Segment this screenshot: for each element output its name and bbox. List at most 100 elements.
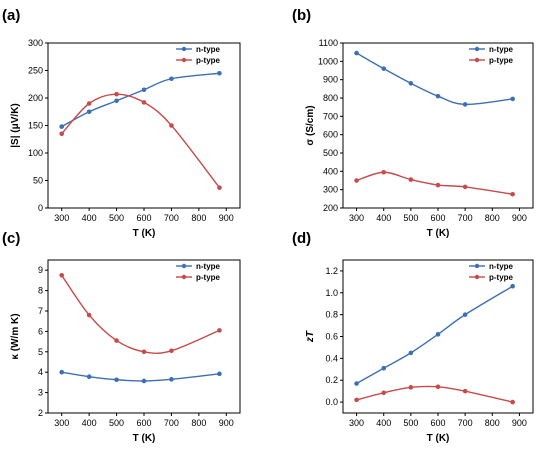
y-tick-label: 400 (323, 166, 338, 176)
y-tick-label: 5 (38, 347, 43, 357)
chart-panel-2: (b) 300 400 500 600 700 800 900 200 300 400 500 600 7… (292, 7, 534, 239)
data-point-p-type (217, 185, 222, 190)
y-tick-label: 500 (323, 148, 338, 158)
x-axis-label: T (K) (427, 433, 450, 444)
data-point-n-type (217, 371, 222, 377)
y-tick-label: 700 (323, 111, 338, 121)
legend-marker-n-type (474, 46, 480, 52)
y-tick-label: 0.8 (325, 310, 338, 320)
panel-label: (a) (2, 7, 20, 24)
legend-label-n-type: n-type (489, 262, 514, 271)
x-axis-label: T (K) (427, 228, 450, 239)
chart-panel-4: (d) 300 400 500 600 700 800 900 0.0 0.2 0.4 0.6 0.8 1… (292, 230, 534, 444)
x-tick-label: 500 (109, 213, 124, 223)
x-tick-label: 900 (512, 213, 527, 223)
data-point-n-type (462, 312, 468, 317)
y-tick-label: 0 (38, 203, 43, 213)
data-point-n-type (510, 96, 515, 102)
y-tick-label: 3 (38, 388, 43, 398)
data-point-p-type (510, 399, 515, 405)
y-axis-label: zT (305, 330, 316, 343)
data-point-n-type (86, 374, 92, 379)
data-point-n-type (217, 70, 222, 76)
data-point-n-type (381, 365, 387, 371)
series-line-n-type (61, 371, 220, 382)
data-point-p-type (141, 349, 147, 355)
legend-label-p-type: p-type (196, 56, 221, 65)
y-tick-label: 7 (38, 306, 43, 316)
y-tick-label: 800 (323, 93, 338, 103)
data-point-n-type (59, 369, 65, 375)
x-axis-label: T (K) (133, 228, 156, 239)
y-tick-label: 200 (323, 203, 338, 213)
data-point-n-type (114, 98, 119, 104)
data-point-p-type (59, 273, 65, 278)
data-point-n-type (354, 50, 359, 56)
data-point-n-type (169, 377, 174, 382)
legend-marker-p-type (181, 274, 187, 280)
y-tick-label: 250 (28, 66, 43, 76)
data-point-n-type (408, 81, 414, 86)
series-line-p-type (356, 385, 513, 403)
panel-label: (b) (292, 7, 311, 24)
x-tick-label: 900 (219, 418, 234, 428)
series-line-n-type (61, 72, 220, 128)
panel-label: (d) (292, 230, 311, 247)
data-point-p-type (381, 390, 387, 396)
data-point-n-type (462, 102, 468, 107)
x-tick-label: 300 (54, 418, 69, 428)
plot-frame (47, 42, 241, 209)
legend-label-p-type: p-type (196, 273, 221, 282)
data-point-n-type (435, 93, 441, 99)
data-point-n-type (354, 381, 359, 386)
x-tick-label: 900 (512, 418, 527, 428)
data-point-n-type (408, 350, 414, 356)
legend-marker-p-type (181, 57, 187, 63)
x-axis-label: T (K) (133, 433, 156, 444)
y-tick-label: 0.0 (325, 397, 338, 407)
y-tick-label: 0.6 (325, 332, 338, 342)
y-tick-label: 300 (323, 185, 338, 195)
data-point-p-type (510, 191, 515, 197)
y-axis-label: κ (W/m K) (10, 313, 21, 359)
y-axis-label: |S| (μV/K) (10, 103, 21, 148)
data-point-p-type (354, 397, 359, 403)
x-tick-label: 800 (485, 418, 500, 428)
data-point-n-type (510, 283, 515, 289)
y-tick-label: 1.0 (325, 288, 338, 298)
legend-marker-n-type (474, 263, 480, 269)
x-tick-label: 700 (164, 213, 179, 223)
legend-label-n-type: n-type (196, 45, 221, 54)
x-tick-label: 600 (136, 213, 151, 223)
series-line-n-type (356, 285, 513, 385)
y-tick-label: 150 (28, 121, 43, 131)
x-tick-label: 700 (458, 213, 473, 223)
y-tick-label: 900 (323, 75, 338, 85)
data-point-p-type (354, 178, 359, 183)
x-tick-label: 600 (430, 418, 445, 428)
data-point-p-type (169, 123, 174, 128)
y-tick-label: 1100 (319, 38, 338, 48)
chart-panel-1: (a) 300 400 500 600 700 800 900 0 50 100 150 200 250 3… (2, 7, 241, 239)
data-point-p-type (141, 100, 147, 105)
y-axis-label: σ (S/cm) (305, 105, 316, 145)
y-tick-label: 300 (28, 38, 43, 48)
data-point-n-type (381, 66, 387, 71)
legend-marker-n-type (181, 46, 187, 52)
legend-label-n-type: n-type (489, 45, 514, 54)
y-tick-label: 6 (38, 326, 43, 336)
legend-marker-p-type (474, 274, 480, 280)
x-tick-label: 500 (403, 418, 418, 428)
legend-marker-p-type (474, 57, 480, 63)
series-line-p-type (61, 93, 220, 189)
data-point-p-type (59, 131, 65, 137)
legend-label-p-type: p-type (489, 56, 514, 65)
y-tick-label: 0.2 (325, 375, 338, 385)
y-tick-label: 100 (28, 148, 43, 158)
data-point-n-type (59, 124, 65, 129)
x-tick-label: 400 (82, 418, 97, 428)
x-tick-label: 700 (164, 418, 179, 428)
data-point-p-type (435, 182, 441, 188)
x-tick-label: 800 (191, 418, 206, 428)
